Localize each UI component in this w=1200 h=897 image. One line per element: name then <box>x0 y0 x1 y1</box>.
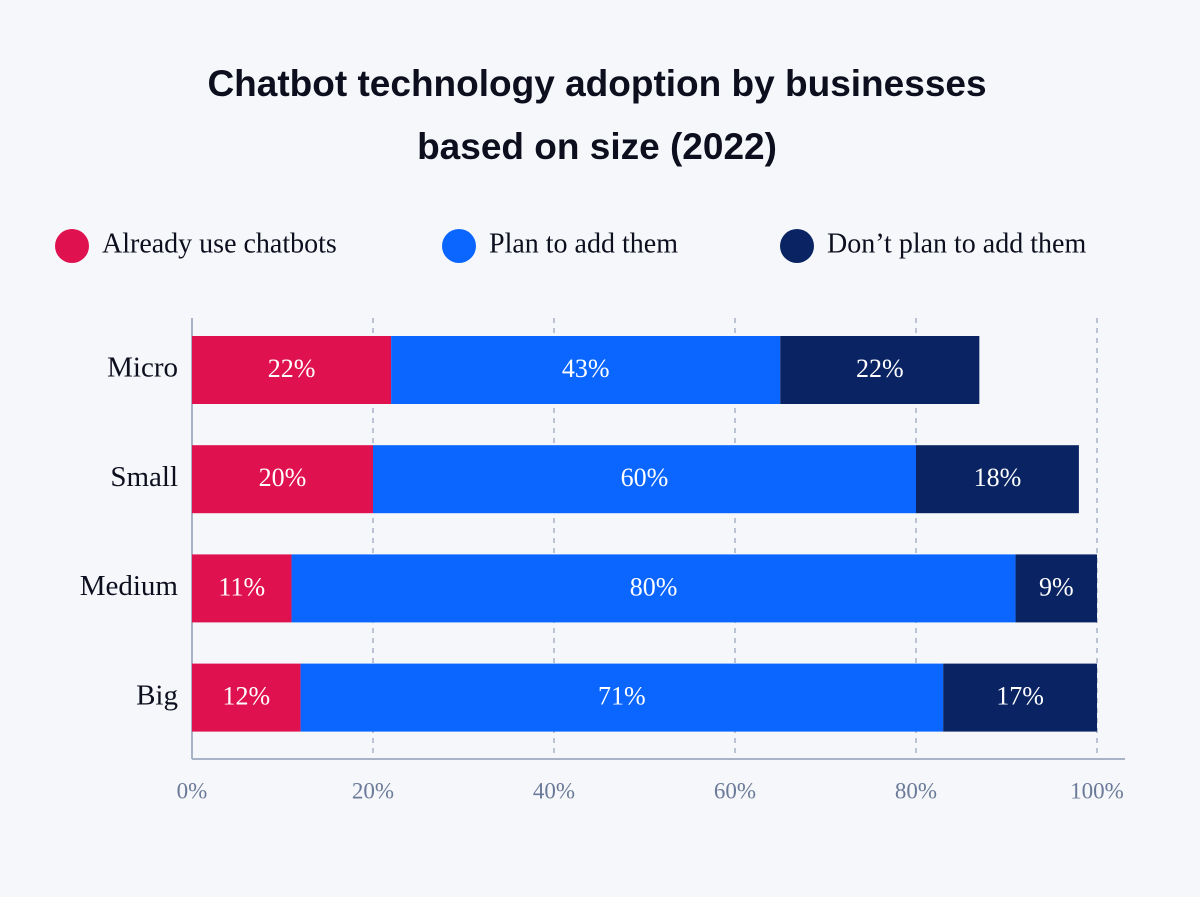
data-label: 20% <box>259 463 307 492</box>
bar-segment <box>1015 554 1097 623</box>
data-label: 22% <box>268 354 316 383</box>
bar-segment <box>300 663 944 732</box>
bar-segment <box>391 336 781 404</box>
legend-marker <box>442 229 476 263</box>
y-tick-label: Micro <box>107 352 178 384</box>
chart-title: Chatbot technology adoption by businesse… <box>207 63 986 104</box>
chart-title: based on size (2022) <box>417 126 777 167</box>
bar-segment <box>192 554 292 623</box>
data-label: 17% <box>996 682 1044 711</box>
legend-marker <box>55 229 89 263</box>
data-label: 9% <box>1039 572 1074 601</box>
data-label: 71% <box>598 682 646 711</box>
y-tick-label: Small <box>110 461 178 493</box>
x-tick-label: 60% <box>714 778 756 803</box>
bar-segment <box>192 336 392 404</box>
data-label: 60% <box>621 463 669 492</box>
x-tick-label: 80% <box>895 778 937 803</box>
data-label: 22% <box>856 354 904 383</box>
data-label: 12% <box>222 682 270 711</box>
legend-label: Plan to add them <box>489 228 678 259</box>
data-label: 11% <box>218 572 265 601</box>
legend-label: Already use chatbots <box>102 228 337 259</box>
x-tick-label: 0% <box>177 778 208 803</box>
data-label: 18% <box>974 463 1022 492</box>
bar-segment <box>780 336 980 404</box>
bar-segment <box>192 445 373 514</box>
legend-marker <box>780 229 814 263</box>
bar-segment <box>916 445 1079 514</box>
x-tick-label: 40% <box>533 778 575 803</box>
x-tick-label: 100% <box>1070 778 1124 803</box>
x-tick-label: 20% <box>352 778 394 803</box>
y-tick-label: Big <box>136 679 178 711</box>
data-label: 80% <box>630 572 678 601</box>
bar-segment <box>373 445 916 514</box>
bar-segment <box>291 554 1016 623</box>
data-label: 43% <box>562 354 610 383</box>
legend-label: Don’t plan to add them <box>827 228 1086 259</box>
bar-segment <box>943 663 1097 732</box>
y-tick-label: Medium <box>80 570 179 602</box>
bar-segment <box>192 663 301 732</box>
